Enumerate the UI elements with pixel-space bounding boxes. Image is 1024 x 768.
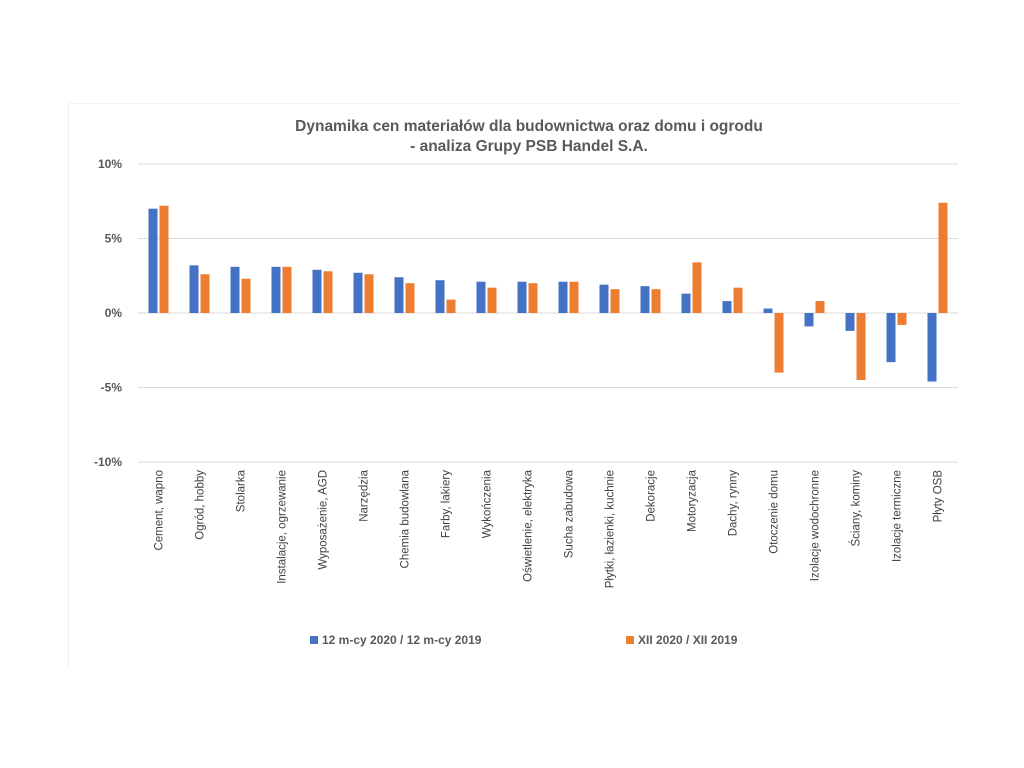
- bar-series-1: [681, 293, 691, 313]
- bar-series-2: [938, 202, 948, 313]
- bar-series-1: [763, 308, 773, 313]
- bar-series-2: [241, 278, 251, 313]
- x-tick-label: Oświetlenie, elektryka: [523, 469, 535, 581]
- x-tick-label: Dekoracje: [646, 470, 658, 522]
- x-tick-label: Instalacje, ogrzewanie: [277, 470, 289, 584]
- bar-series-1: [148, 208, 158, 313]
- x-tick-label: Sucha zabudowa: [564, 469, 576, 558]
- bar-series-1: [435, 280, 445, 313]
- bar-series-2: [774, 313, 784, 373]
- x-tick-label: Cement, wapno: [154, 470, 166, 551]
- x-tick-label: Wyposażenie, AGD: [318, 470, 330, 570]
- bar-series-1: [230, 266, 240, 313]
- x-tick-label: Izolacje wodochronne: [810, 470, 822, 581]
- x-tick-label: Płytki, łazienki, kuchnie: [605, 470, 617, 588]
- y-tick-label: 0%: [105, 306, 123, 320]
- bar-series-1: [476, 281, 486, 313]
- y-tick-label: -10%: [94, 455, 122, 469]
- bar-series-2: [364, 274, 374, 313]
- bar-series-2: [815, 301, 825, 313]
- bar-series-1: [927, 313, 937, 382]
- bar-series-1: [271, 266, 281, 313]
- bar-series-2: [692, 262, 702, 313]
- bar-series-1: [312, 269, 322, 313]
- x-tick-label: Ogród, hobby: [195, 470, 207, 540]
- bar-series-1: [394, 277, 404, 313]
- x-tick-label: Chemia budowlana: [400, 469, 412, 568]
- bar-series-2: [733, 287, 743, 313]
- x-tick-label: Ściany, kominy: [850, 470, 863, 547]
- x-tick-label: Narzędzia: [359, 469, 371, 521]
- x-tick-label: Wykończenia: [482, 469, 494, 538]
- bar-series-1: [558, 281, 568, 313]
- legend-swatch-series-1: [310, 636, 318, 644]
- bar-series-1: [189, 265, 199, 313]
- bar-series-2: [610, 289, 620, 313]
- bar-series-2: [405, 283, 415, 313]
- legend-item-series-1: 12 m-cy 2020 / 12 m-cy 2019: [310, 633, 481, 647]
- bar-series-1: [804, 313, 814, 327]
- x-tick-label: Płyty OSB: [933, 470, 945, 523]
- bar-series-1: [722, 301, 732, 313]
- bar-series-2: [446, 299, 456, 313]
- bar-series-2: [159, 205, 169, 313]
- bar-series-1: [886, 313, 896, 363]
- bar-series-1: [353, 272, 363, 313]
- bar-series-2: [651, 289, 661, 313]
- x-tick-label: Motoryzacja: [687, 469, 699, 532]
- x-tick-label: Otoczenie domu: [769, 470, 781, 554]
- y-tick-label: -5%: [101, 381, 123, 395]
- y-tick-label: 10%: [98, 157, 122, 171]
- x-tick-label: Stolarka: [236, 469, 248, 512]
- bar-series-1: [599, 284, 609, 313]
- chart-title: Dynamika cen materiałów dla budownictwa …: [0, 117, 1024, 157]
- bar-series-2: [487, 287, 497, 313]
- chart-title-line-2: - analiza Grupy PSB Handel S.A.: [410, 138, 648, 155]
- bar-series-1: [640, 286, 650, 313]
- legend-item-series-2: XII 2020 / XII 2019: [626, 633, 737, 647]
- bar-series-2: [200, 274, 210, 313]
- bar-series-2: [282, 266, 292, 313]
- bar-series-2: [323, 271, 333, 313]
- legend-label-series-1: 12 m-cy 2020 / 12 m-cy 2019: [322, 633, 482, 647]
- chart-title-line-1: Dynamika cen materiałów dla budownictwa …: [295, 118, 763, 135]
- x-tick-label: Farby, lakiery: [441, 470, 453, 538]
- bar-series-1: [845, 313, 855, 331]
- bar-series-2: [569, 281, 579, 313]
- bar-series-2: [528, 283, 538, 313]
- x-tick-label: Dachy, rynny: [728, 470, 740, 537]
- bar-series-1: [517, 281, 527, 313]
- bar-series-2: [897, 313, 907, 325]
- y-tick-label: 5%: [105, 232, 123, 246]
- bar-series-2: [856, 313, 866, 381]
- legend-label-series-2: XII 2020 / XII 2019: [638, 633, 738, 647]
- chart-area: [68, 103, 961, 669]
- x-tick-label: Izolacje termiczne: [892, 470, 904, 562]
- legend-swatch-series-2: [626, 636, 634, 644]
